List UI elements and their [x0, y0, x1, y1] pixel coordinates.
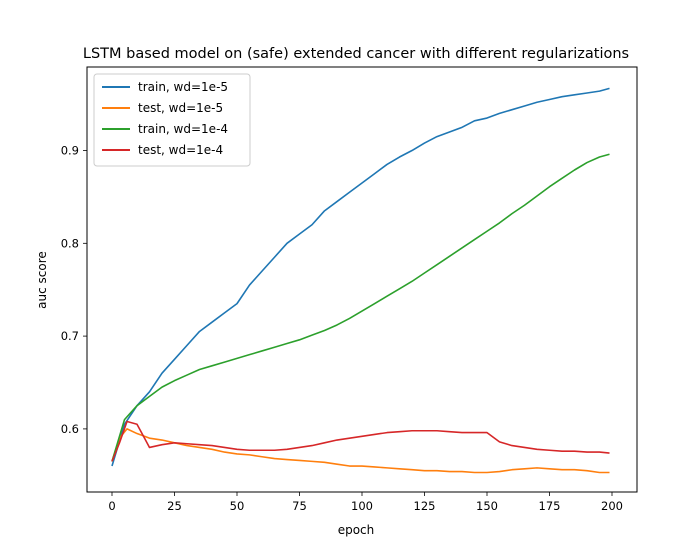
y-axis-label: auc score — [35, 251, 49, 309]
x-tick-label: 125 — [414, 499, 436, 513]
series-line-3 — [111, 153, 610, 462]
y-tick-label: 0.7 — [61, 329, 79, 343]
legend: train, wd=1e-5 test, wd=1e-5 train, wd=1e-… — [93, 73, 251, 167]
series-line-2 — [111, 428, 610, 474]
y-tick-label: 0.9 — [61, 144, 79, 158]
x-tick-label: 100 — [351, 499, 373, 513]
x-tick-label: 50 — [230, 499, 245, 513]
x-tick-label: 150 — [476, 499, 498, 513]
x-tick-label: 75 — [292, 499, 307, 513]
x-axis: 0 25 50 75 100 125 150 175 200 — [108, 492, 623, 513]
legend-box — [93, 73, 251, 167]
x-tick-label: 200 — [601, 499, 623, 513]
legend-label: test, wd=1e-4 — [138, 143, 223, 157]
series-line-4 — [111, 420, 610, 462]
legend-label: train, wd=1e-5 — [138, 80, 228, 94]
y-tick-label: 0.8 — [61, 236, 79, 250]
x-tick-label: 25 — [167, 499, 182, 513]
series-line-1 — [111, 87, 610, 467]
legend-label: test, wd=1e-5 — [138, 101, 223, 115]
x-tick-label: 0 — [108, 499, 115, 513]
x-tick-label: 175 — [539, 499, 561, 513]
y-axis: 0.6 0.7 0.8 0.9 — [61, 144, 87, 436]
legend-label: train, wd=1e-4 — [138, 122, 228, 136]
y-tick-label: 0.6 — [61, 422, 79, 436]
x-axis-label: epoch — [338, 523, 375, 537]
chart-title: LSTM based model on (safe) extended canc… — [83, 46, 629, 62]
plot-frame — [86, 66, 638, 493]
